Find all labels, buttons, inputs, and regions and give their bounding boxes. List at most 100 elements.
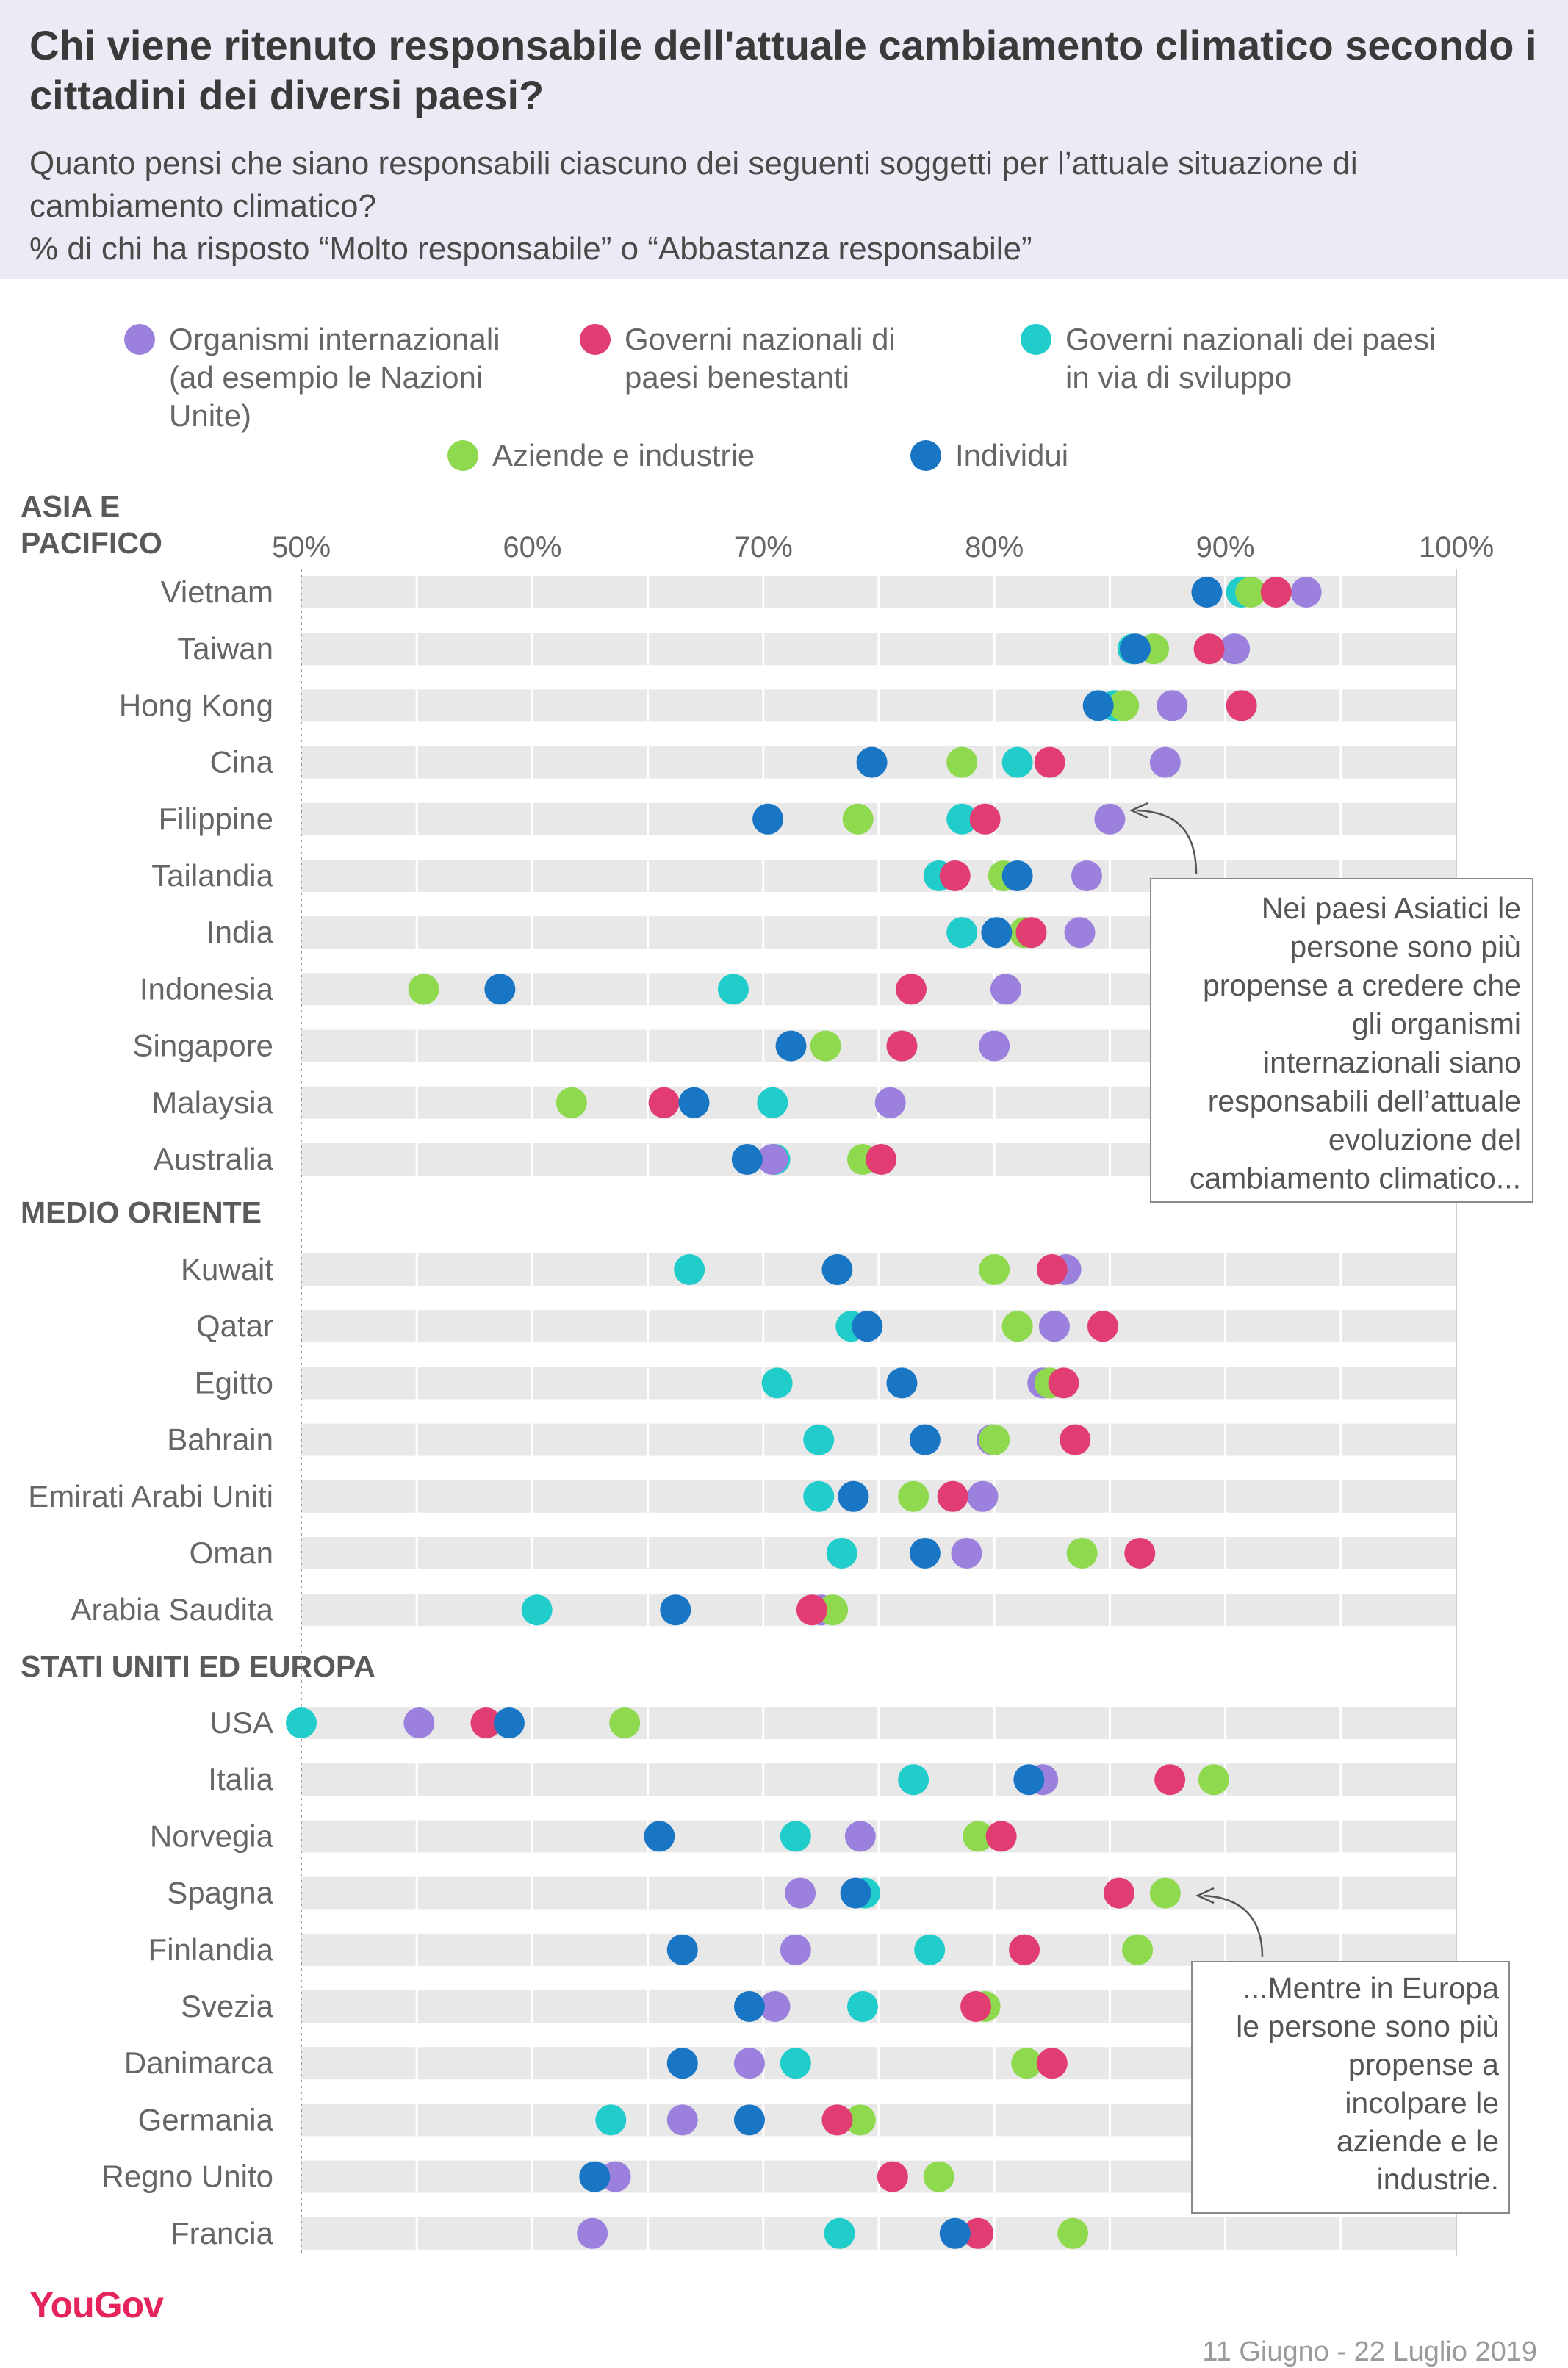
data-point (555, 1087, 587, 1118)
data-point (909, 1538, 941, 1569)
data-point (946, 746, 978, 778)
legend-marker (580, 324, 611, 355)
data-point (1009, 1934, 1040, 1965)
data-point (844, 2104, 876, 2136)
data-point (666, 1934, 698, 1965)
legend-marker (124, 324, 155, 355)
data-point (1149, 1877, 1181, 1909)
country-label: Tailandia (151, 858, 273, 893)
x-axis-ticks: 50% 60% 70% 80% 90% 100% (272, 531, 1494, 564)
data-point (1038, 1311, 1070, 1342)
data-point (1057, 2217, 1089, 2249)
data-point (896, 974, 927, 1005)
data-point (1094, 803, 1126, 835)
data-point (780, 1821, 811, 1852)
data-point (946, 803, 978, 835)
country-label: Vietnam (161, 575, 273, 609)
data-point (470, 1707, 502, 1738)
chart-dots (286, 577, 1322, 2249)
data-point (981, 917, 1013, 949)
data-point (969, 803, 1001, 835)
data-point (595, 2104, 627, 2136)
country-label: Svezia (181, 1989, 274, 2023)
data-point (914, 1934, 946, 1965)
data-point (1154, 1764, 1186, 1796)
data-point (856, 746, 888, 778)
data-point (579, 2161, 611, 2192)
data-point (979, 1254, 1010, 1285)
data-point (877, 2161, 908, 2192)
data-point (1001, 860, 1033, 891)
data-point (759, 1991, 791, 2022)
data-point (408, 974, 439, 1005)
section-label: STATI UNITI ED EUROPA (21, 1649, 375, 1683)
data-point (960, 1991, 992, 2022)
data-point (821, 1254, 853, 1285)
country-label: Kuwait (181, 1252, 273, 1286)
chart-subtitle: Quanto pensi che siano responsabili cias… (29, 143, 1550, 270)
data-point (286, 1707, 317, 1738)
chart-legend: Organismi internazionali (ad esempio le N… (124, 322, 1436, 472)
data-point (1015, 917, 1047, 949)
country-label: Danimarca (124, 2045, 274, 2080)
data-point (577, 2217, 608, 2249)
data-point (733, 1991, 765, 2022)
x-tick-label: 60% (503, 531, 561, 564)
data-point (761, 1367, 793, 1399)
data-point (923, 2161, 954, 2192)
data-point (821, 2104, 853, 2136)
data-point (752, 803, 784, 835)
annotation-text-europe: ...Mentre in Europa le persone sono più pr… (1236, 1971, 1499, 2196)
data-point (1149, 746, 1181, 778)
data-point (842, 803, 874, 835)
data-point (803, 1424, 835, 1455)
data-point (1034, 746, 1065, 778)
country-label: Spagna (167, 1876, 273, 1910)
data-point (886, 1367, 918, 1399)
data-point (967, 1480, 999, 1512)
data-point (1001, 746, 1033, 778)
x-tick-label: 90% (1196, 531, 1255, 564)
data-point (844, 1821, 876, 1852)
country-label: Arabia Saudita (71, 1592, 273, 1627)
data-point (1001, 1311, 1033, 1342)
data-point (674, 1254, 705, 1285)
data-point (666, 2104, 698, 2136)
country-label: Regno Unito (102, 2159, 273, 2194)
data-point (937, 1480, 968, 1512)
x-tick-label: 80% (965, 531, 1024, 564)
legend-label: Aziende e industrie (492, 438, 755, 472)
data-point (866, 1144, 897, 1175)
country-label: Qatar (196, 1309, 273, 1343)
legend-marker (1021, 324, 1051, 355)
data-point (1066, 1538, 1098, 1569)
country-label: Italia (208, 1762, 273, 1796)
data-point (979, 1030, 1010, 1062)
data-point (1082, 690, 1114, 721)
data-point (757, 1087, 788, 1118)
chart-subtitle-note: % di chi ha risposto “Molto responsabile… (29, 231, 1032, 267)
data-point (733, 2104, 765, 2136)
data-point (731, 1144, 763, 1175)
country-label: USA (210, 1705, 273, 1740)
section-label: MEDIO ORIENTE (21, 1195, 262, 1229)
legend-label: Organismi internazionali (ad esempio le N… (169, 322, 500, 433)
data-point (1103, 1877, 1134, 1909)
data-point (644, 1821, 675, 1852)
data-point (785, 1877, 816, 1909)
country-label: Malaysia (151, 1085, 273, 1120)
data-point (1108, 690, 1140, 721)
data-point (1219, 633, 1251, 665)
data-point (826, 1538, 857, 1569)
country-label: Indonesia (140, 971, 274, 1006)
country-label: Australia (154, 1142, 274, 1176)
data-point (757, 1144, 788, 1175)
data-point (1013, 1764, 1045, 1796)
data-point (493, 1707, 525, 1738)
data-point (1036, 2048, 1068, 2079)
header-band: Chi viene ritenuto responsabile dell'att… (0, 0, 1568, 279)
country-label: Egitto (195, 1365, 273, 1400)
data-point (1198, 1764, 1229, 1796)
data-point (874, 1087, 906, 1118)
chart-title: Chi viene ritenuto responsabile dell'att… (29, 22, 1537, 118)
